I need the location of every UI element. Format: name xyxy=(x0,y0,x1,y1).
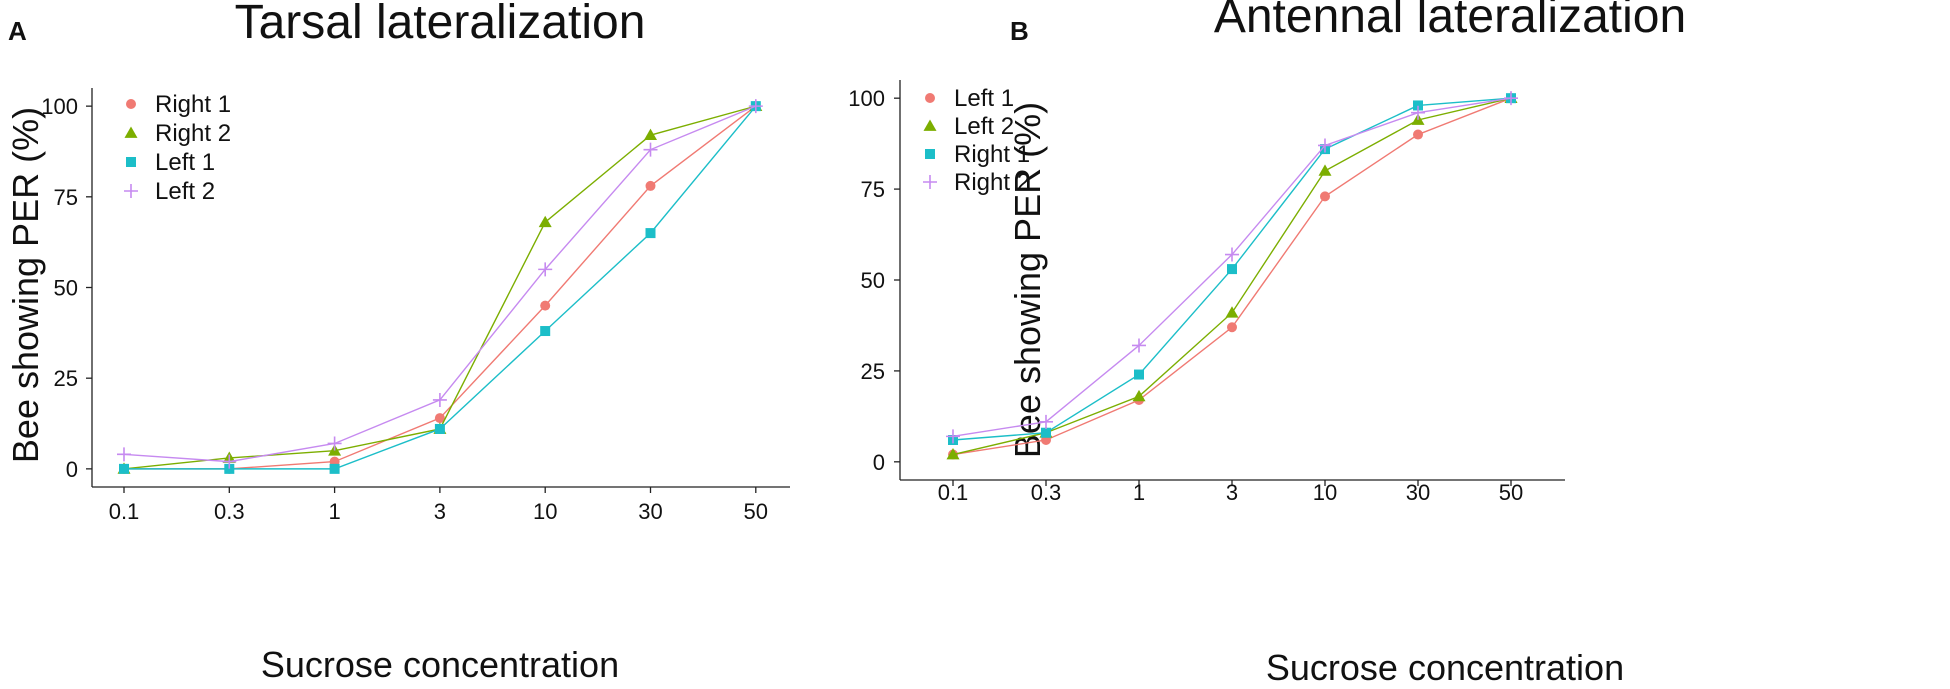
data-point-right-1 xyxy=(1134,369,1144,380)
data-point-left-1 xyxy=(1320,191,1330,202)
series-line-left-2-a xyxy=(123,105,757,463)
y-axis-label-a: Bee showing PER (%) xyxy=(5,107,46,463)
data-point-left-2 xyxy=(327,436,342,451)
data-point-right-2 xyxy=(946,429,960,444)
data-point-right-2 xyxy=(1504,91,1518,106)
chart-title-a: Tarsal lateralization xyxy=(235,0,646,49)
y-tick-label: 25 xyxy=(54,366,78,391)
legend-label-right-2: Right 2 xyxy=(155,120,231,147)
data-point-right-2 xyxy=(1411,105,1425,120)
data-point-left-1 xyxy=(329,463,340,474)
legend-marker-left-2 xyxy=(923,119,937,131)
x-tick-label: 0.1 xyxy=(938,480,969,505)
data-point-left-2 xyxy=(222,454,237,469)
data-point-right-2 xyxy=(644,128,657,141)
data-point-right-1 xyxy=(1227,264,1237,275)
x-tick-label: 0.3 xyxy=(1031,480,1062,505)
legend-label-left-2: Left 2 xyxy=(155,178,215,205)
data-point-left-2 xyxy=(643,142,658,157)
data-point-left-1 xyxy=(645,228,656,239)
y-tick-label: 100 xyxy=(41,94,78,119)
legend-marker-left-1 xyxy=(126,157,136,167)
y-tick-label: 0 xyxy=(873,450,885,475)
legend-label-right-1: Right 1 xyxy=(155,91,231,118)
data-point-right-2 xyxy=(1318,138,1332,153)
y-tick-label: 75 xyxy=(54,185,78,210)
legend-marker-right-2 xyxy=(124,126,138,138)
legend-marker-right-1 xyxy=(925,149,935,159)
y-tick-label: 50 xyxy=(861,268,885,293)
legend-label-right-2: Right 2 xyxy=(954,169,1030,196)
panel-letter-a: A xyxy=(8,16,27,46)
legend-marker-left-1 xyxy=(925,93,935,103)
x-tick-label: 1 xyxy=(328,499,340,524)
legend-marker-left-2 xyxy=(124,184,138,198)
data-point-left-2 xyxy=(1132,389,1146,402)
legend-marker-right-1 xyxy=(126,99,136,109)
legend-label-left-2: Left 2 xyxy=(954,113,1014,140)
legend-label-left-1: Left 1 xyxy=(155,149,215,176)
data-point-right-1 xyxy=(645,180,656,191)
data-point-left-2 xyxy=(538,262,553,277)
data-point-right-1 xyxy=(540,300,551,311)
data-point-left-1 xyxy=(1413,129,1423,140)
y-tick-label: 50 xyxy=(54,276,78,301)
panel-letter-b: B xyxy=(1010,16,1029,46)
data-point-left-1 xyxy=(540,326,551,337)
x-tick-label: 1 xyxy=(1133,480,1145,505)
x-tick-label: 30 xyxy=(638,499,662,524)
data-point-left-2 xyxy=(432,392,447,407)
data-point-left-2 xyxy=(1318,164,1332,176)
data-point-right-1 xyxy=(1041,427,1051,438)
y-axis-label-b: Bee showing PER (%) xyxy=(1007,102,1048,458)
x-tick-label: 50 xyxy=(1499,480,1523,505)
x-tick-label: 10 xyxy=(533,499,557,524)
legend-label-right-1: Right 1 xyxy=(954,141,1030,168)
y-tick-label: 100 xyxy=(848,86,885,111)
legend-label-left-1: Left 1 xyxy=(954,85,1014,112)
legend-marker-right-2 xyxy=(923,175,937,189)
x-tick-label: 3 xyxy=(1226,480,1238,505)
data-point-right-2 xyxy=(1132,338,1146,353)
x-tick-label: 50 xyxy=(744,499,768,524)
chart-title-b: Antennal lateralization xyxy=(1214,0,1686,43)
data-point-left-1 xyxy=(1227,322,1237,333)
data-point-right-2 xyxy=(1039,414,1053,429)
data-point-left-2 xyxy=(946,448,960,460)
x-tick-label: 0.3 xyxy=(214,499,245,524)
x-tick-label: 0.1 xyxy=(109,499,140,524)
x-tick-label: 10 xyxy=(1313,480,1337,505)
data-point-left-2 xyxy=(117,447,131,462)
y-tick-label: 0 xyxy=(66,457,78,482)
x-axis-label-a: Sucrose concentration xyxy=(261,644,619,685)
data-point-left-1 xyxy=(224,463,235,474)
x-tick-label: 3 xyxy=(434,499,446,524)
y-tick-label: 75 xyxy=(861,177,885,202)
y-tick-label: 25 xyxy=(861,359,885,384)
data-point-right-1 xyxy=(1413,100,1423,111)
data-point-left-2 xyxy=(748,99,763,114)
data-point-right-2 xyxy=(538,215,552,228)
data-point-left-2 xyxy=(1225,306,1239,318)
x-tick-label: 30 xyxy=(1406,480,1430,505)
data-point-left-1 xyxy=(119,463,129,474)
data-point-left-1 xyxy=(434,423,445,434)
x-axis-label-b: Sucrose concentration xyxy=(1266,647,1624,688)
data-point-right-2 xyxy=(1225,247,1239,262)
data-point-right-1 xyxy=(434,413,445,424)
